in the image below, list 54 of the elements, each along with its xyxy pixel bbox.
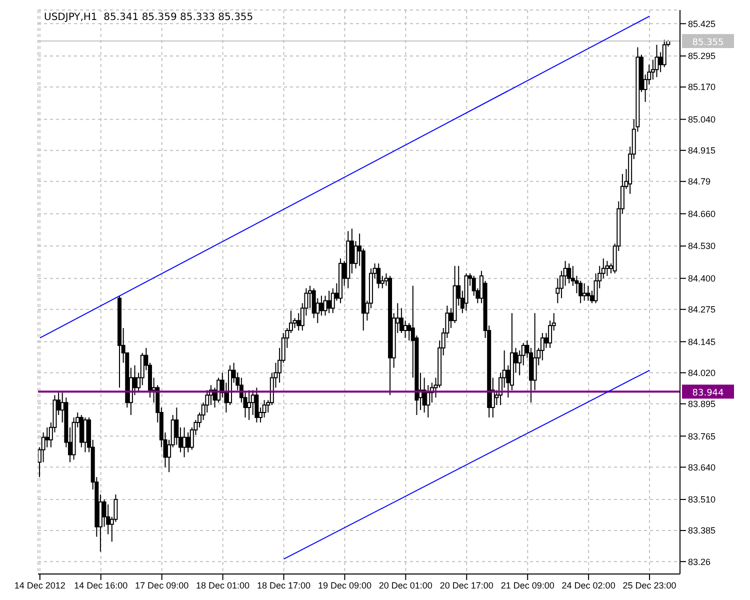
x-tick-label: 20 Dec 17:00 bbox=[440, 580, 494, 590]
chart-title: USDJPY,H1 85.341 85.359 85.333 85.355 bbox=[44, 12, 254, 23]
y-tick-label: 84.530 bbox=[688, 241, 716, 252]
x-tick-label: 21 Dec 09:00 bbox=[500, 580, 554, 590]
y-tick-label: 83.26 bbox=[688, 556, 711, 567]
y-tick-label: 83.640 bbox=[688, 462, 716, 472]
y-tick-label: 84.400 bbox=[688, 274, 716, 284]
candlestick bbox=[254, 387, 259, 423]
candlestick bbox=[426, 384, 430, 418]
y-tick-label: 83.385 bbox=[688, 526, 716, 536]
candlestick bbox=[582, 282, 586, 302]
y-tick-label: 84.79 bbox=[688, 176, 711, 187]
y-tick-label: 85.425 bbox=[688, 18, 716, 29]
x-tick-label: 18 Dec 01:00 bbox=[196, 580, 250, 590]
candlestick bbox=[186, 432, 190, 453]
x-tick-label: 14 Dec 16:00 bbox=[74, 580, 128, 590]
y-tick-label: 84.145 bbox=[688, 336, 716, 347]
candlestick bbox=[376, 262, 381, 289]
candlestick bbox=[247, 390, 252, 420]
y-tick-label: 84.020 bbox=[688, 368, 716, 378]
candlestick bbox=[330, 288, 335, 314]
x-tick-label: 17 Dec 09:00 bbox=[135, 580, 189, 590]
candlestick bbox=[654, 44, 659, 78]
x-tick-label: 19 Dec 09:00 bbox=[318, 580, 372, 590]
candlestick bbox=[532, 312, 537, 391]
x-tick-label: 20 Dec 01:00 bbox=[378, 580, 432, 590]
y-tick-label: 83.510 bbox=[688, 494, 716, 505]
y-tick-label: 84.915 bbox=[688, 146, 716, 156]
y-tick-label: 84.660 bbox=[688, 208, 716, 219]
candlestick bbox=[586, 285, 590, 302]
candlestick bbox=[605, 260, 610, 276]
candlestick bbox=[45, 426, 50, 448]
y-tick-label: 85.295 bbox=[688, 51, 716, 62]
candlestick bbox=[319, 295, 324, 316]
candlestick bbox=[182, 426, 186, 458]
y-tick-label: 85.170 bbox=[688, 82, 716, 92]
x-tick-label: 24 Dec 02:00 bbox=[562, 580, 616, 590]
x-tick-label: 25 Dec 23:00 bbox=[622, 580, 676, 590]
y-tick-label: 84.275 bbox=[688, 304, 716, 315]
x-tick-label: 14 Dec 2012 bbox=[14, 580, 66, 590]
ref-line-label: 83.944 bbox=[692, 388, 724, 399]
candlestick bbox=[662, 39, 666, 68]
candlestick bbox=[403, 320, 408, 338]
y-tick-label: 83.765 bbox=[688, 431, 716, 442]
candlestick bbox=[578, 280, 583, 304]
candlestick bbox=[83, 416, 88, 453]
ref-line-label: 85.355 bbox=[692, 38, 724, 48]
candlestick bbox=[567, 262, 572, 284]
x-tick-label: 18 Dec 17:00 bbox=[256, 580, 311, 590]
candlestick bbox=[312, 288, 316, 319]
candlestick bbox=[327, 290, 332, 314]
y-tick-label: 83.895 bbox=[688, 399, 716, 409]
y-tick-label: 85.040 bbox=[688, 114, 716, 125]
candlestick bbox=[323, 295, 328, 316]
